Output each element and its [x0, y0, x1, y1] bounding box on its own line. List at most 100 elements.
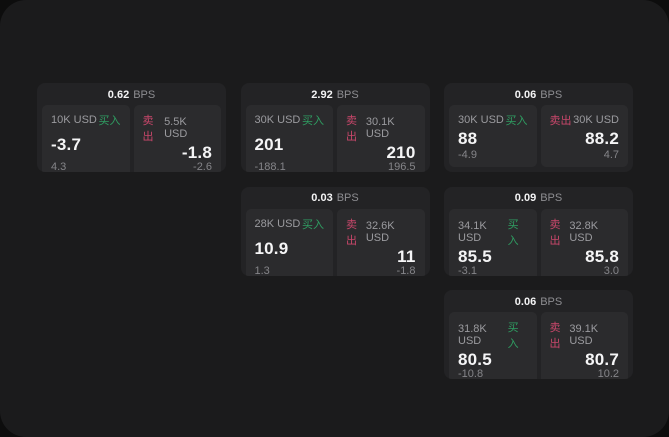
price-card: 0.03 BPS 28K USD 买入 10.9 1.3 卖出 32.6K US…	[240, 186, 430, 276]
buy-amount: 34.1K USD	[458, 219, 487, 244]
bps-value: 0.03	[311, 192, 333, 204]
buy-panel[interactable]: 31.8K USD 买入 80.5 -10.8	[449, 312, 537, 379]
sell-panel-header: 卖出 5.5K USD	[143, 112, 213, 144]
buy-panel[interactable]: 10K USD 买入 -3.7 4.3	[42, 105, 130, 172]
buy-amount: 30K USD	[458, 114, 504, 126]
buy-price: 88	[458, 129, 478, 148]
buy-sub-value: 4.3	[51, 161, 67, 172]
sell-amount: 39.1K USD	[569, 323, 599, 347]
sell-price: 88.2	[585, 129, 619, 148]
card-header: 2.92 BPS	[241, 83, 430, 104]
sell-panel-header: 卖出 32.6K USD	[346, 216, 416, 248]
sell-panel[interactable]: 卖出 30.1K USD 210 196.5	[337, 105, 425, 172]
card-header: 0.03 BPS	[241, 187, 430, 208]
sell-panel[interactable]: 卖出 32.6K USD 11 -1.8	[337, 208, 425, 276]
buy-panel-header: 34.1K USD 买入	[458, 216, 528, 248]
buy-panel-header: 30K USD 买入	[255, 112, 325, 128]
sell-panel-header: 卖出 30.1K USD	[346, 112, 416, 144]
buy-tag[interactable]: 买入	[505, 115, 528, 127]
price-card: 2.92 BPS 30K USD 买入 201 -188.1 卖出 30.1K …	[240, 83, 430, 172]
card-body: 10K USD 买入 -3.7 4.3 卖出 5.5K USD -1.8 -2.…	[37, 104, 226, 172]
bps-unit-label: BPS	[336, 88, 359, 101]
buy-sub-value: -10.8	[458, 368, 484, 379]
sell-panel[interactable]: 卖出 39.1K USD 80.7 10.2	[540, 312, 628, 379]
bps-value: 0.09	[514, 192, 537, 204]
buy-tag[interactable]: 买入	[507, 218, 519, 247]
buy-tag[interactable]: 买入	[507, 322, 519, 350]
buy-panel-header: 28K USD 买入	[255, 216, 325, 232]
buy-price: 10.9	[254, 238, 289, 258]
sell-price: 80.7	[585, 350, 619, 369]
buy-panel[interactable]: 34.1K USD 买入 85.5 -3.1	[449, 208, 537, 276]
sell-amount: 5.5K USD	[164, 116, 188, 140]
buy-amount: 28K USD	[254, 217, 301, 230]
sell-sub-value: 3.0	[603, 264, 619, 276]
sell-panel[interactable]: 卖出 30K USD 88.2 4.7	[540, 105, 628, 167]
sell-amount: 30.1K USD	[365, 116, 395, 140]
price-cards-grid: 0.62 BPS 10K USD 买入 -3.7 4.3 卖出 5.5K USD…	[37, 83, 633, 379]
buy-sub-value: 1.3	[254, 264, 270, 276]
sell-sub-value: 10.2	[597, 368, 619, 379]
sell-tag[interactable]: 卖出	[549, 115, 572, 127]
card-header: 0.06 BPS	[444, 83, 633, 104]
buy-sub-value: -188.1	[254, 161, 286, 172]
sell-tag[interactable]: 卖出	[142, 115, 154, 143]
card-header: 0.09 BPS	[444, 187, 633, 208]
sell-panel-header: 卖出 39.1K USD	[550, 319, 620, 351]
buy-panel-header: 31.8K USD 买入	[458, 319, 528, 351]
buy-price: 201	[254, 135, 284, 154]
buy-amount: 10K USD	[51, 114, 97, 126]
sell-tag[interactable]: 卖出	[549, 218, 561, 247]
sell-panel-header: 卖出 30K USD	[550, 112, 620, 128]
sell-tag[interactable]: 卖出	[549, 322, 561, 350]
buy-panel[interactable]: 30K USD 买入 201 -188.1	[245, 105, 333, 172]
buy-tag[interactable]: 买入	[302, 218, 324, 231]
card-body: 30K USD 买入 88 -4.9 卖出 30K USD 88.2 4.7	[444, 104, 633, 172]
price-card: 0.62 BPS 10K USD 买入 -3.7 4.3 卖出 5.5K USD…	[37, 83, 226, 172]
sell-sub-value: 4.7	[603, 149, 619, 161]
buy-sub-value: -3.1	[458, 264, 477, 276]
sell-price: -1.8	[181, 143, 212, 162]
bps-value: 0.06	[514, 88, 537, 101]
bps-value: 2.92	[311, 88, 333, 101]
sell-amount: 32.8K USD	[569, 219, 599, 244]
card-body: 34.1K USD 买入 85.5 -3.1 卖出 32.8K USD 85.8…	[444, 208, 633, 276]
buy-amount: 30K USD	[254, 114, 301, 126]
bps-value: 0.06	[514, 295, 537, 308]
card-header: 0.62 BPS	[37, 83, 226, 104]
sell-price: 11	[397, 246, 416, 266]
sell-amount: 30K USD	[573, 114, 619, 126]
price-card: 0.09 BPS 34.1K USD 买入 85.5 -3.1 卖出 32.8K…	[444, 186, 633, 276]
sell-panel[interactable]: 卖出 5.5K USD -1.8 -2.6	[133, 105, 221, 172]
sell-price: 210	[386, 143, 416, 162]
price-card: 0.06 BPS 30K USD 买入 88 -4.9 卖出 30K USD 8…	[444, 83, 633, 172]
buy-tag[interactable]: 买入	[302, 115, 324, 127]
buy-panel[interactable]: 28K USD 买入 10.9 1.3	[245, 208, 333, 276]
buy-panel-header: 30K USD 买入	[458, 112, 528, 128]
bps-unit-label: BPS	[540, 88, 563, 101]
sell-panel[interactable]: 卖出 32.8K USD 85.8 3.0	[540, 208, 628, 276]
sell-tag[interactable]: 卖出	[346, 115, 357, 143]
sell-sub-value: -2.6	[193, 161, 212, 172]
sell-sub-value: 196.5	[387, 161, 416, 172]
sell-sub-value: -1.8	[396, 264, 416, 276]
sell-price: 85.8	[585, 246, 619, 266]
buy-price: -3.7	[51, 135, 82, 154]
buy-panel-header: 10K USD 买入	[51, 112, 121, 128]
sell-amount: 32.6K USD	[365, 219, 395, 244]
bps-unit-label: BPS	[540, 295, 563, 308]
card-body: 28K USD 买入 10.9 1.3 卖出 32.6K USD 11 -1.8	[241, 208, 430, 276]
bps-value: 0.62	[107, 88, 130, 101]
buy-tag[interactable]: 买入	[98, 115, 121, 127]
sell-panel-header: 卖出 32.8K USD	[550, 216, 620, 248]
buy-panel[interactable]: 30K USD 买入 88 -4.9	[449, 105, 537, 167]
buy-sub-value: -4.9	[458, 149, 477, 161]
buy-amount: 31.8K USD	[458, 323, 487, 347]
card-body: 31.8K USD 买入 80.5 -10.8 卖出 39.1K USD 80.…	[444, 311, 633, 379]
buy-price: 80.5	[458, 350, 492, 369]
card-body: 30K USD 买入 201 -188.1 卖出 30.1K USD 210 1…	[241, 104, 430, 172]
bps-unit-label: BPS	[540, 192, 563, 204]
card-header: 0.06 BPS	[444, 290, 633, 311]
sell-tag[interactable]: 卖出	[346, 218, 357, 247]
